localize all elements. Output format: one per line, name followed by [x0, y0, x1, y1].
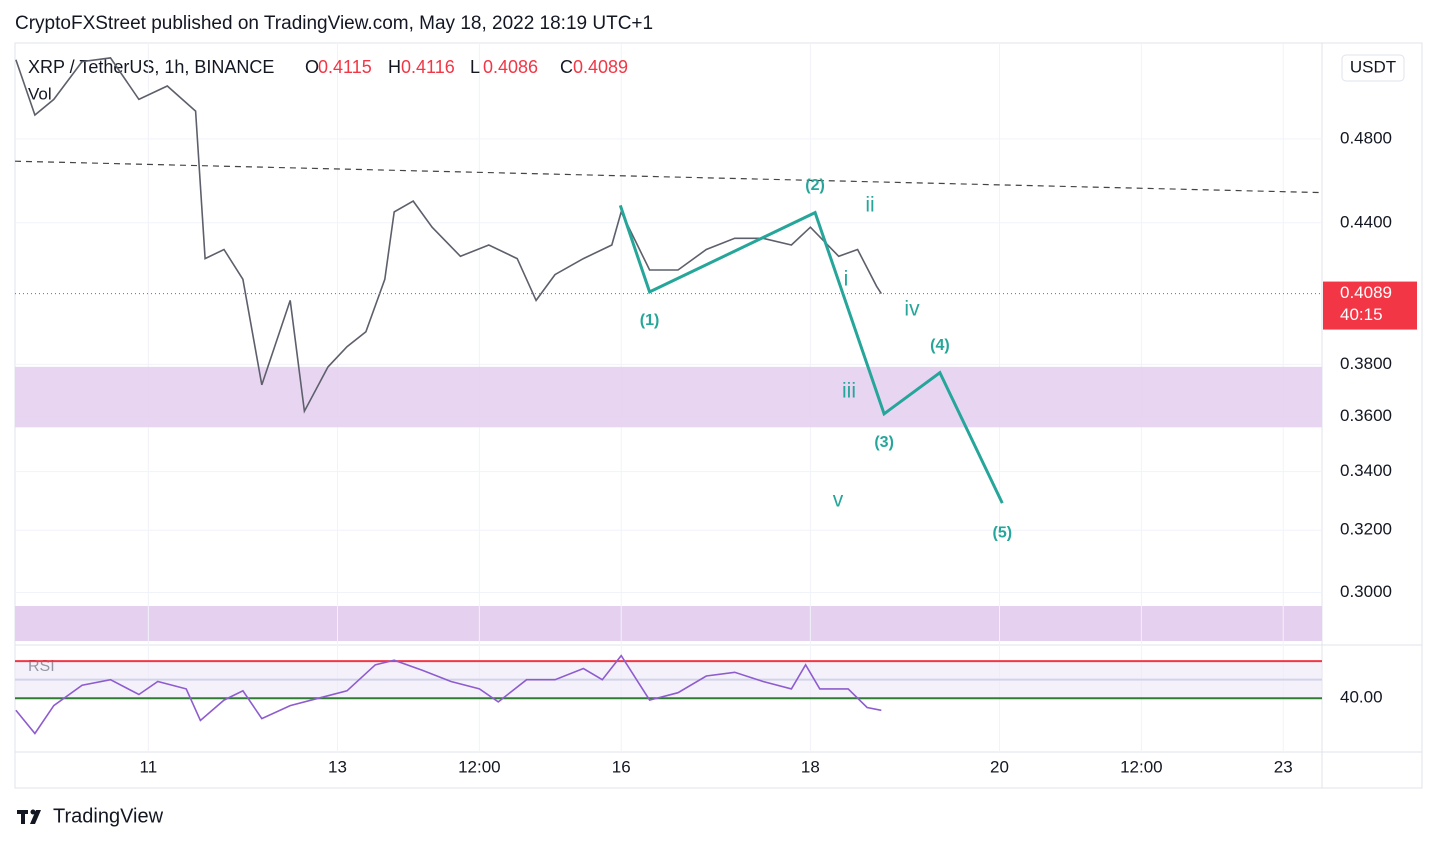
- ohlc-value: 0.4116: [401, 57, 455, 77]
- ohlc-value: 0.4086: [483, 57, 538, 77]
- trendline: [14, 160, 1323, 194]
- subwave-label: iv: [904, 298, 920, 321]
- wave-label: (4): [930, 337, 950, 354]
- y-tick-label: 0.3600: [1340, 406, 1392, 425]
- x-tick-label: 18: [801, 757, 820, 776]
- y-tick-label: 0.4400: [1340, 212, 1392, 231]
- x-tick-label: 23: [1274, 757, 1293, 776]
- volume-label: Vol: [28, 84, 52, 103]
- ohlc-value: 0.4089: [573, 57, 628, 77]
- wave-label: (2): [805, 177, 825, 194]
- wave-label: (5): [993, 524, 1013, 541]
- currency-box[interactable]: [1341, 54, 1405, 82]
- x-tick-label: 16: [612, 757, 631, 776]
- currency: USDT: [1350, 57, 1396, 76]
- subwave-label: i: [844, 268, 849, 291]
- logo: [17, 809, 41, 824]
- x-tick-label: 13: [328, 757, 347, 776]
- x-tick-label: 12:00: [1120, 757, 1163, 776]
- y-tick-label: 0.3400: [1340, 461, 1392, 480]
- x-tick-label: 20: [990, 757, 1009, 776]
- x-tick-label: 11: [140, 757, 158, 776]
- subwave-label: ii: [865, 194, 874, 217]
- countdown: 40:15: [1340, 305, 1383, 324]
- support-zone: [15, 366, 1322, 428]
- price-line: [15, 57, 882, 414]
- subwave-label: iii: [842, 380, 856, 403]
- y-tick-label: 0.4800: [1340, 128, 1392, 147]
- last-price: 0.4089: [1340, 283, 1392, 302]
- rsi-tick-label: 40.00: [1340, 688, 1383, 707]
- price-line: [15, 654, 882, 735]
- y-tick-label: 0.3200: [1340, 520, 1392, 539]
- x-tick-label: 12:00: [458, 757, 501, 776]
- header: CryptoFXStreet published on TradingView.…: [15, 13, 653, 34]
- ohlc-value: 0.4115: [318, 57, 372, 77]
- wave-label: (1): [640, 312, 660, 329]
- wave-path: [618, 204, 1004, 504]
- volume-zone: [15, 606, 1322, 641]
- y-tick-label: 0.3000: [1340, 582, 1392, 601]
- ohlc-letter: O: [305, 57, 319, 77]
- symbol-title: XRP / TetherUS, 1h, BINANCE: [28, 57, 274, 77]
- y-tick-label: 0.3800: [1340, 354, 1392, 373]
- brand: TradingView: [53, 805, 164, 827]
- ohlc-letter: C: [560, 57, 573, 77]
- ohlc-letter: L: [470, 57, 480, 77]
- ohlc-letter: H: [388, 57, 401, 77]
- subwave-label: v: [833, 489, 844, 512]
- last-price-box: [1323, 281, 1417, 330]
- wave-label: (3): [874, 434, 894, 451]
